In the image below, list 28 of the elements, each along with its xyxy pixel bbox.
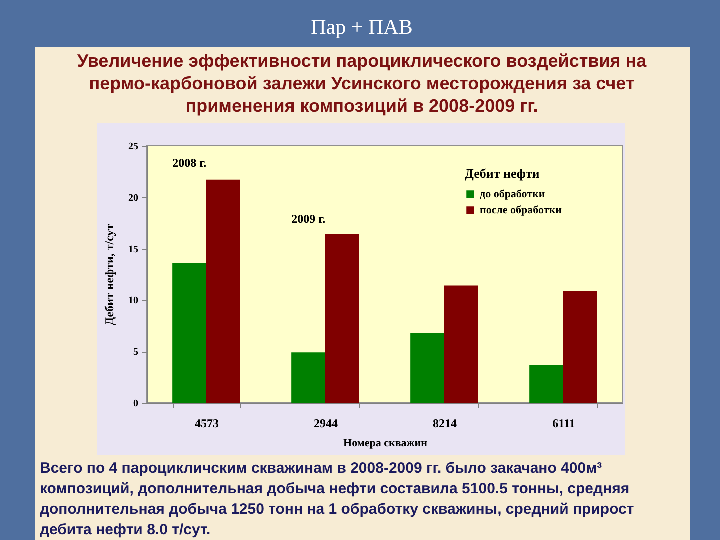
bar (172, 263, 206, 403)
text: Всего по 4 пароцикличским скважинам в 2008-2009 гг. было закачано 400м³ композиций, дополнительная добыча нефти составила 5100.5 тонны, средняя дополнительная добыча 1250 тонн на 1 обработку скважины, средний прирост дебита нефти 8.0 т/сут. (40, 460, 634, 538)
legend-label: до обработки (480, 188, 546, 200)
bar (410, 333, 444, 403)
x-tick-label: 6111 (552, 416, 576, 430)
bar (326, 234, 360, 403)
y-tick-label: 20 (128, 192, 138, 204)
annotation: 2008 г. (172, 156, 207, 170)
legend-label: после обработки (480, 204, 563, 216)
x-tick-label: 8214 (433, 416, 457, 430)
y-tick-label: 0 (134, 398, 138, 410)
x-tick-label: 2944 (314, 416, 338, 430)
chart-subtitle: Увеличение эффективности пароциклического воздействия на пермо-карбоновой залежи Усинского месторождения за счет применения композиций в 2008-2009 гг. (77, 51, 648, 116)
y-tick-label: 10 (128, 296, 138, 307)
annotation: 2009 г. (292, 212, 326, 226)
bar (444, 286, 478, 403)
bar (206, 180, 240, 403)
bar (564, 290, 598, 403)
y-tick-label: 5 (134, 347, 138, 358)
chart-title: Пар + ПАВ (311, 15, 413, 39)
y-tick-label: 25 (128, 142, 138, 152)
x-tick-label: 4573 (195, 416, 219, 430)
y-tick-label: 15 (128, 244, 138, 256)
x-axis-title: Номера скважин (344, 438, 428, 450)
y-axis-title: Дебит нефти, т/сут (102, 224, 116, 326)
bar (292, 352, 326, 403)
bar (530, 364, 564, 403)
legend-title: Дебит нефти (465, 166, 540, 181)
